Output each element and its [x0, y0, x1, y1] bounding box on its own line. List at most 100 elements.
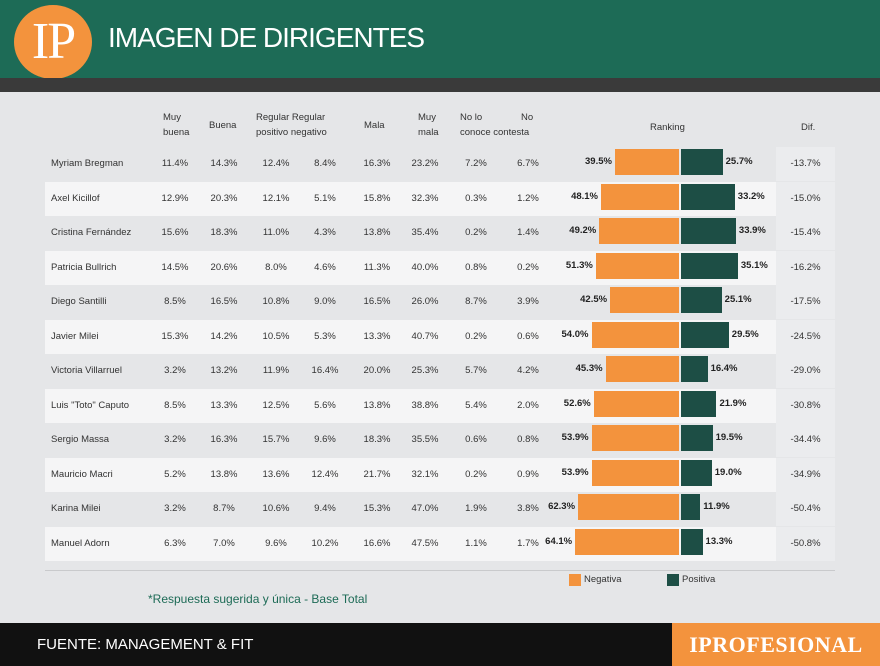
row-value: 1.2%: [517, 192, 539, 204]
row-value: 4.3%: [314, 227, 336, 238]
row-value: 1.4%: [517, 227, 539, 238]
row-name: Luis "Toto" Caputo: [51, 399, 130, 411]
bar-label-positiva: 29.5%: [731, 328, 759, 340]
row-value: 3.2%: [164, 434, 186, 445]
bar-positiva: [681, 287, 722, 313]
table-row: Diego Santilli 8.5% 16.5% 10.8% 9.0% 16.5% 26.…: [45, 285, 835, 319]
bar-negativa: [605, 356, 679, 382]
row-value: 7.2%: [465, 158, 487, 169]
row-value: 15.6%: [161, 227, 189, 238]
ranking-bars: 39.5% 25.7% 48.1% 33.2% 49.2% 33.9% 51.3% 35.1%…: [545, 145, 777, 563]
row-value: 47.5%: [411, 537, 439, 549]
row-name: Diego Santilli: [51, 296, 107, 307]
bar-positiva: [681, 321, 729, 348]
row-value: 40.7%: [411, 330, 439, 342]
bar-positiva: [681, 183, 735, 210]
row-dif: -34.9%: [776, 457, 835, 492]
row-value: 16.5%: [210, 296, 238, 307]
row-value: 5.1%: [314, 192, 336, 204]
row-value: 16.5%: [363, 296, 391, 307]
row-value: 14.2%: [210, 330, 238, 342]
row-value: 13.2%: [210, 365, 238, 376]
bar-label-positiva: 13.3%: [705, 535, 733, 547]
row-dif: -13.7%: [776, 147, 835, 181]
row-value: 11.0%: [262, 227, 290, 238]
header-bar: IP IMAGEN DE DIRIGENTES: [0, 0, 880, 79]
row-name: Victoria Villarruel: [51, 365, 122, 376]
brand-badge: IPROFESIONAL: [672, 623, 880, 666]
row-value: 9.6%: [265, 537, 287, 549]
row-name: Sergio Massa: [51, 434, 110, 445]
row-dif: -16.2%: [776, 250, 835, 285]
bar-negativa: [593, 390, 679, 417]
row-value: 8.5%: [164, 399, 186, 411]
row-value: 32.3%: [411, 192, 439, 204]
row-value: 35.4%: [411, 227, 439, 238]
bar-label-negativa: 51.3%: [565, 259, 593, 271]
row-value: 12.4%: [311, 468, 339, 480]
row-name: Karina Milei: [51, 503, 101, 514]
row-name: Myriam Bregman: [51, 158, 124, 169]
row-name: Cristina Fernández: [51, 227, 132, 238]
row-value: 12.9%: [161, 192, 189, 204]
bar-positiva: [681, 390, 717, 417]
row-value: 3.9%: [517, 296, 539, 307]
row-value: 11.4%: [161, 158, 189, 169]
col-header-regular: Regular Regular positivo negativo: [256, 110, 327, 140]
row-value: 8.4%: [314, 158, 336, 169]
bar-label-positiva: 21.9%: [719, 397, 747, 409]
table-row: Sergio Massa 3.2% 16.3% 15.7% 9.6% 18.3% 35.5%…: [45, 423, 835, 457]
row-value: 12.5%: [262, 399, 290, 411]
bar-label-positiva: 25.7%: [725, 156, 753, 167]
header-divider: [0, 78, 880, 92]
row-dif: -50.4%: [776, 492, 835, 526]
bar-label-positiva: 33.9%: [738, 225, 766, 236]
row-value: 3.2%: [164, 365, 186, 376]
row-value: 21.7%: [363, 468, 391, 480]
bar-label-negativa: 64.1%: [545, 535, 573, 547]
bar-negativa: [578, 494, 679, 520]
bar-positiva: [681, 218, 736, 244]
bar-label-positiva: 33.2%: [737, 190, 765, 202]
row-value: 16.6%: [363, 537, 391, 549]
row-value: 7.0%: [213, 537, 235, 549]
row-dif: -24.5%: [776, 319, 835, 354]
bar-negativa: [595, 252, 679, 279]
bar-negativa: [575, 528, 679, 555]
table-row: Cristina Fernández 15.6% 18.3% 11.0% 4.3% 13.…: [45, 216, 835, 250]
row-name: Axel Kicillof: [51, 192, 100, 204]
row-value: 14.5%: [161, 261, 189, 273]
col-header-mala: Mala: [364, 120, 385, 131]
row-value: 13.8%: [210, 468, 238, 480]
row-value: 13.8%: [363, 399, 391, 411]
col-header-line: conoce contesta: [460, 127, 530, 138]
row-value: 15.7%: [262, 434, 290, 445]
row-value: 10.2%: [311, 537, 339, 549]
bar-label-negativa: 39.5%: [585, 156, 612, 167]
row-value: 15.3%: [161, 330, 189, 342]
bar-negativa: [610, 287, 679, 313]
row-value: 12.1%: [262, 192, 290, 204]
row-value: 13.3%: [210, 399, 238, 411]
row-value: 12.4%: [262, 158, 290, 169]
survey-note: *Respuesta sugerida y única - Base Total: [148, 592, 368, 606]
row-value: 26.0%: [411, 296, 439, 307]
row-value: 5.4%: [465, 399, 487, 411]
table-row: Victoria Villarruel 3.2% 13.2% 11.9% 16.4% 20…: [45, 354, 835, 388]
row-value: 13.6%: [262, 468, 290, 480]
bar-label-negativa: 52.6%: [563, 397, 591, 409]
row-value: 5.6%: [314, 399, 336, 411]
legend-swatch-negativa: [569, 574, 581, 586]
row-value: 8.5%: [164, 296, 186, 307]
bar-label-positiva: 16.4%: [710, 363, 738, 374]
row-value: 6.3%: [164, 537, 186, 549]
bar-negativa: [591, 459, 679, 486]
col-header-no-conoce: No lo conoce contesta: [460, 110, 529, 140]
row-dif: -30.8%: [776, 388, 835, 423]
bar-label-negativa: 53.9%: [561, 466, 589, 478]
row-value: 0.9%: [517, 468, 539, 480]
bar-label-negativa: 53.9%: [561, 432, 589, 443]
col-header-line: Muy: [163, 112, 181, 123]
row-value: 5.7%: [465, 365, 487, 376]
col-header-buena: Buena: [209, 120, 237, 131]
